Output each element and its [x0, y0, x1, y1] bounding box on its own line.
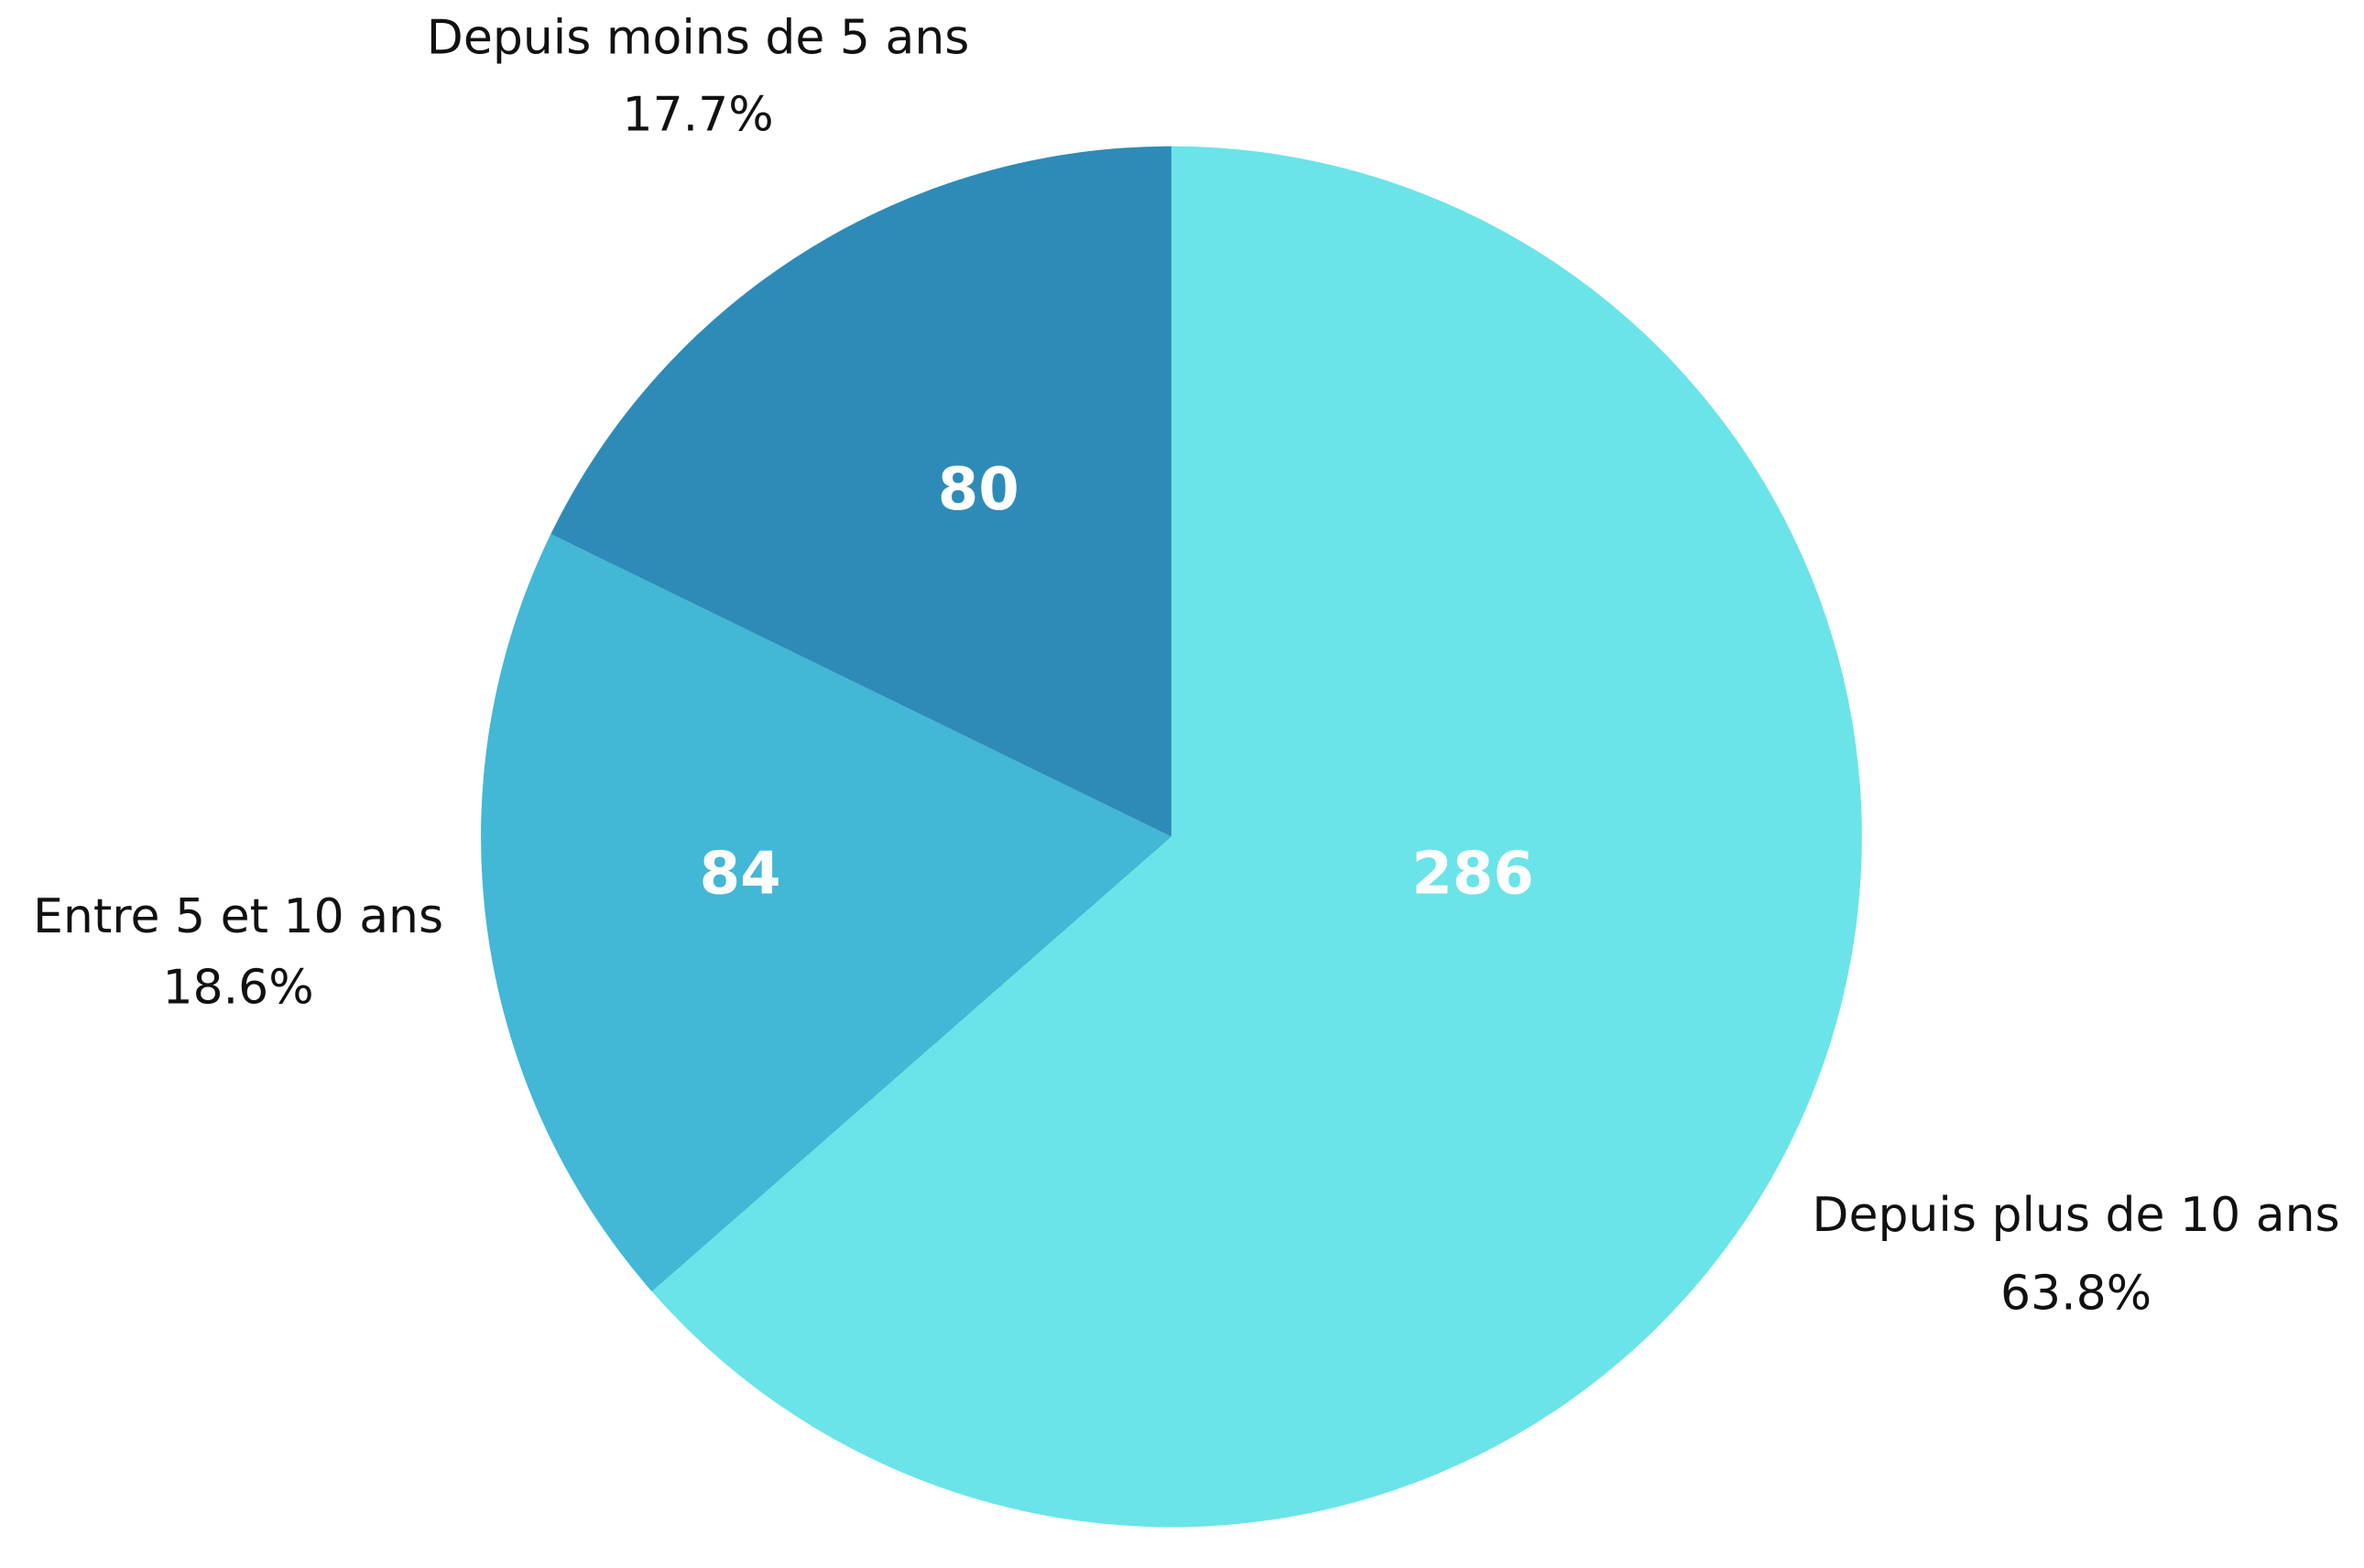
- value-label: 80: [938, 456, 1019, 524]
- slice-label: Entre 5 et 10 ans: [33, 889, 443, 944]
- pie-slice: [550, 146, 1171, 837]
- value-label: 84: [700, 841, 781, 909]
- slice-label: Depuis plus de 10 ans: [1812, 1188, 2339, 1243]
- percentage-label: 17.7%: [622, 87, 773, 142]
- pie-slice: [481, 534, 1171, 1292]
- percentage-label: 18.6%: [162, 960, 313, 1015]
- value-label: 286: [1411, 841, 1534, 909]
- slice-label: Depuis moins de 5 ans: [427, 10, 970, 65]
- pie-slice: [651, 146, 1862, 1528]
- percentage-label: 63.8%: [2000, 1267, 2152, 1322]
